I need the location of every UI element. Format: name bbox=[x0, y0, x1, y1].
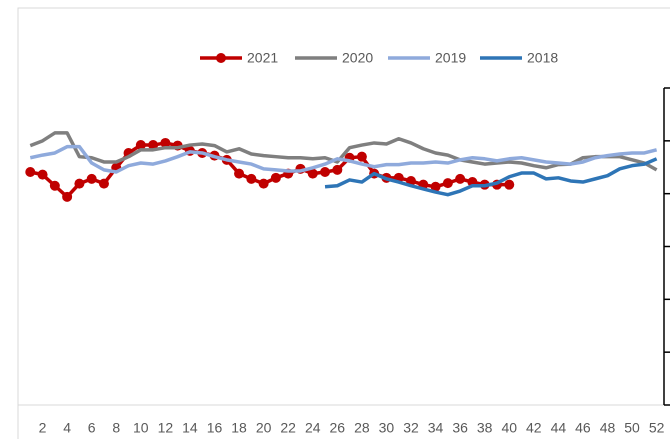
marker bbox=[135, 140, 146, 151]
marker bbox=[332, 164, 343, 175]
marker bbox=[356, 151, 367, 162]
x-tick-label: 46 bbox=[575, 420, 591, 436]
x-tick-label: 8 bbox=[112, 420, 120, 436]
chart-frame bbox=[17, 7, 670, 439]
x-tick-label: 26 bbox=[330, 420, 346, 436]
x-tick-label: 32 bbox=[403, 420, 419, 436]
x-tick-label: 42 bbox=[526, 420, 542, 436]
marker bbox=[49, 180, 60, 191]
marker bbox=[37, 169, 48, 180]
x-tick-label: 48 bbox=[600, 420, 616, 436]
marker bbox=[148, 140, 159, 151]
series-line bbox=[324, 157, 658, 197]
x-tick-label: 50 bbox=[624, 420, 640, 436]
marker bbox=[160, 137, 171, 148]
x-tick-label: 2 bbox=[39, 420, 47, 436]
x-tick-label: 22 bbox=[280, 420, 296, 436]
marker bbox=[430, 181, 441, 192]
x-tick-label: 44 bbox=[551, 420, 567, 436]
marker bbox=[234, 168, 245, 179]
series-line bbox=[29, 144, 658, 174]
x-tick-label: 28 bbox=[354, 420, 370, 436]
marker bbox=[307, 168, 318, 179]
x-tick-label: 40 bbox=[501, 420, 517, 436]
x-tick-label: 52 bbox=[649, 420, 665, 436]
legend-label: 2021 bbox=[247, 50, 278, 66]
x-tick-label: 16 bbox=[207, 420, 223, 436]
marker bbox=[320, 167, 331, 178]
legend-marker bbox=[216, 53, 226, 63]
marker bbox=[442, 178, 453, 189]
x-tick-label: 38 bbox=[477, 420, 493, 436]
marker bbox=[86, 173, 97, 184]
marker bbox=[270, 172, 281, 183]
x-tick-label: 4 bbox=[63, 420, 71, 436]
marker bbox=[455, 173, 466, 184]
x-tick-label: 14 bbox=[182, 420, 198, 436]
series-line bbox=[29, 131, 658, 172]
legend-label: 2020 bbox=[342, 50, 373, 66]
x-tick-label: 30 bbox=[379, 420, 395, 436]
marker bbox=[98, 178, 109, 189]
x-tick-label: 24 bbox=[305, 420, 321, 436]
marker bbox=[258, 178, 269, 189]
marker bbox=[62, 191, 73, 202]
x-tick-label: 6 bbox=[88, 420, 96, 436]
x-tick-label: 20 bbox=[256, 420, 272, 436]
legend-label: 2018 bbox=[527, 50, 558, 66]
x-tick-label: 34 bbox=[428, 420, 444, 436]
legend-label: 2019 bbox=[435, 50, 466, 66]
x-tick-label: 12 bbox=[158, 420, 174, 436]
marker bbox=[25, 167, 36, 178]
marker bbox=[74, 178, 85, 189]
marker bbox=[246, 173, 257, 184]
x-tick-label: 36 bbox=[452, 420, 468, 436]
x-tick-label: 18 bbox=[231, 420, 247, 436]
series-line bbox=[29, 141, 510, 199]
x-tick-label: 10 bbox=[133, 420, 149, 436]
marker bbox=[504, 179, 515, 190]
